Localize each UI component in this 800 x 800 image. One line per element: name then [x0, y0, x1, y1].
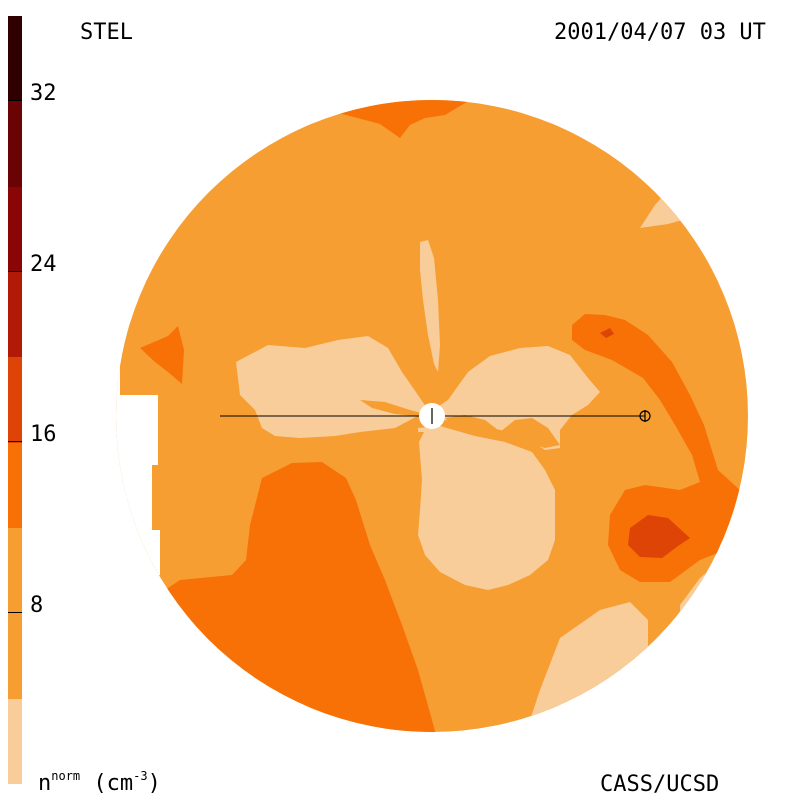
colorbar-level-3 — [8, 357, 22, 443]
datetime-label: 2001/04/07 03 UT — [554, 20, 766, 45]
unit-open: (cm — [80, 771, 134, 796]
colorbar-tick — [8, 100, 22, 101]
low-density-streamer-north — [420, 240, 440, 372]
quantity-label: nnorm (cm-3) — [38, 770, 161, 795]
colorbar-tick — [8, 441, 22, 442]
density-peak-small — [600, 328, 614, 338]
colorbar-tick — [8, 612, 22, 613]
colorbar-level-0 — [8, 699, 22, 784]
colorbar-level-4 — [8, 272, 22, 357]
colorbar-tick-label: 8 — [30, 593, 44, 618]
colorbar-level-7 — [8, 16, 22, 101]
density-peak-east — [628, 515, 690, 558]
observatory-label: STEL — [80, 20, 133, 45]
quantity-symbol: n — [38, 771, 52, 796]
density-sliver-east-2 — [500, 418, 560, 448]
density-sliver-east — [445, 415, 498, 432]
low-density-lobe-south — [418, 426, 555, 590]
unit-superscript: -3 — [133, 769, 148, 783]
colorbar-tick — [8, 271, 22, 272]
low-density-lobe-west — [236, 336, 428, 438]
unit-close: ) — [147, 771, 161, 796]
density-sliver-south — [396, 432, 424, 482]
density-region-east-stream — [572, 314, 748, 582]
density-region-left — [140, 326, 184, 384]
colorbar-tick-label: 16 — [30, 422, 57, 447]
colorbar-level-1 — [8, 528, 22, 699]
colorbar-tick-label: 32 — [30, 81, 57, 106]
credit-label: CASS/UCSD — [600, 772, 720, 797]
colorbar-level-6 — [8, 101, 22, 187]
colorbar — [8, 16, 22, 784]
density-region-top — [335, 100, 470, 138]
data-gap-left — [116, 330, 160, 575]
low-density-northeast — [640, 190, 690, 228]
density-sliver-west — [360, 400, 425, 416]
colorbar-level-2 — [8, 443, 22, 528]
colorbar-level-5 — [8, 187, 22, 272]
quantity-superscript: norm — [51, 769, 81, 783]
colorbar-tick-label: 24 — [30, 252, 57, 277]
